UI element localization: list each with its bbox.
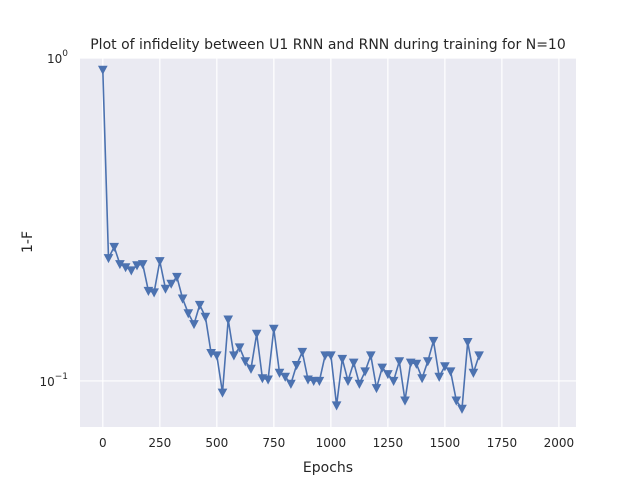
data-point-marker (462, 338, 473, 348)
data-point-marker (132, 261, 142, 271)
data-point-marker (246, 364, 256, 374)
data-point-marker (268, 324, 279, 334)
chart-title: Plot of infidelity between U1 RNN and RN… (90, 37, 566, 53)
data-point-marker (365, 351, 376, 361)
data-point-marker (229, 351, 239, 361)
data-point-marker (97, 65, 108, 75)
data-point-marker (189, 320, 199, 330)
data-point-marker (217, 388, 228, 398)
x-tick-label: 250 (148, 436, 171, 450)
x-tick-label: 1750 (487, 436, 518, 450)
data-point-marker (383, 370, 393, 380)
x-tick-label: 750 (262, 436, 285, 450)
data-point-marker (194, 300, 205, 310)
data-point-marker (360, 367, 370, 377)
data-point-marker (211, 351, 222, 361)
data-point-marker (154, 257, 165, 267)
plot-area (80, 58, 576, 427)
data-point-marker (103, 254, 114, 264)
data-point-marker (291, 361, 302, 371)
data-point-marker (388, 376, 399, 386)
data-point-marker (200, 312, 211, 322)
data-point-marker (137, 260, 148, 270)
x-tick-label: 500 (205, 436, 228, 450)
x-tick-label: 1000 (316, 436, 347, 450)
data-point-marker (240, 357, 251, 367)
data-point-marker (337, 354, 348, 364)
data-point-marker (286, 379, 296, 389)
data-point-marker (371, 384, 382, 394)
data-point-marker (457, 404, 467, 414)
data-point-marker (183, 309, 194, 319)
data-point-marker (126, 266, 137, 276)
data-point-marker (343, 376, 353, 386)
data-point-marker (320, 351, 330, 361)
data-point-marker (223, 315, 234, 325)
data-point-marker (308, 376, 319, 386)
data-point-marker (109, 242, 120, 252)
data-point-marker (422, 357, 433, 367)
data-point-marker (263, 375, 273, 385)
x-tick-label: 2000 (544, 436, 575, 450)
data-point-marker (400, 396, 410, 406)
data-point-marker (434, 372, 445, 382)
data-point-marker (394, 357, 405, 367)
data-point-marker (445, 367, 456, 377)
x-axis-label: Epochs (303, 460, 353, 476)
data-point-marker (474, 351, 484, 361)
y-axis-label: 1-F (20, 231, 36, 253)
data-point-marker (348, 358, 359, 368)
data-series (97, 65, 484, 414)
data-point-marker (411, 359, 422, 369)
data-point-marker (160, 284, 171, 294)
data-point-marker (451, 396, 462, 406)
data-point-marker (314, 376, 325, 386)
data-point-marker (280, 372, 291, 382)
x-tick-labels: 0 250 500 750 1000 1250 1500 1750 2000 (99, 436, 574, 450)
x-tick-label: 1250 (373, 436, 404, 450)
data-point-marker (428, 336, 439, 346)
data-point-marker (251, 329, 262, 339)
data-point-marker (149, 288, 159, 298)
data-point-marker (417, 374, 427, 384)
data-point-marker (377, 363, 388, 373)
data-point-marker (468, 368, 479, 378)
x-tick-label: 1500 (430, 436, 461, 450)
data-point-marker (331, 401, 342, 411)
data-point-marker (172, 272, 182, 282)
data-point-marker (234, 343, 245, 353)
data-point-marker (297, 347, 308, 357)
data-point-marker (354, 379, 365, 389)
data-point-marker (326, 351, 336, 361)
data-point-marker (177, 294, 188, 304)
x-tick-label: 0 (99, 436, 107, 450)
data-point-marker (440, 362, 450, 372)
data-point-marker (166, 279, 177, 289)
